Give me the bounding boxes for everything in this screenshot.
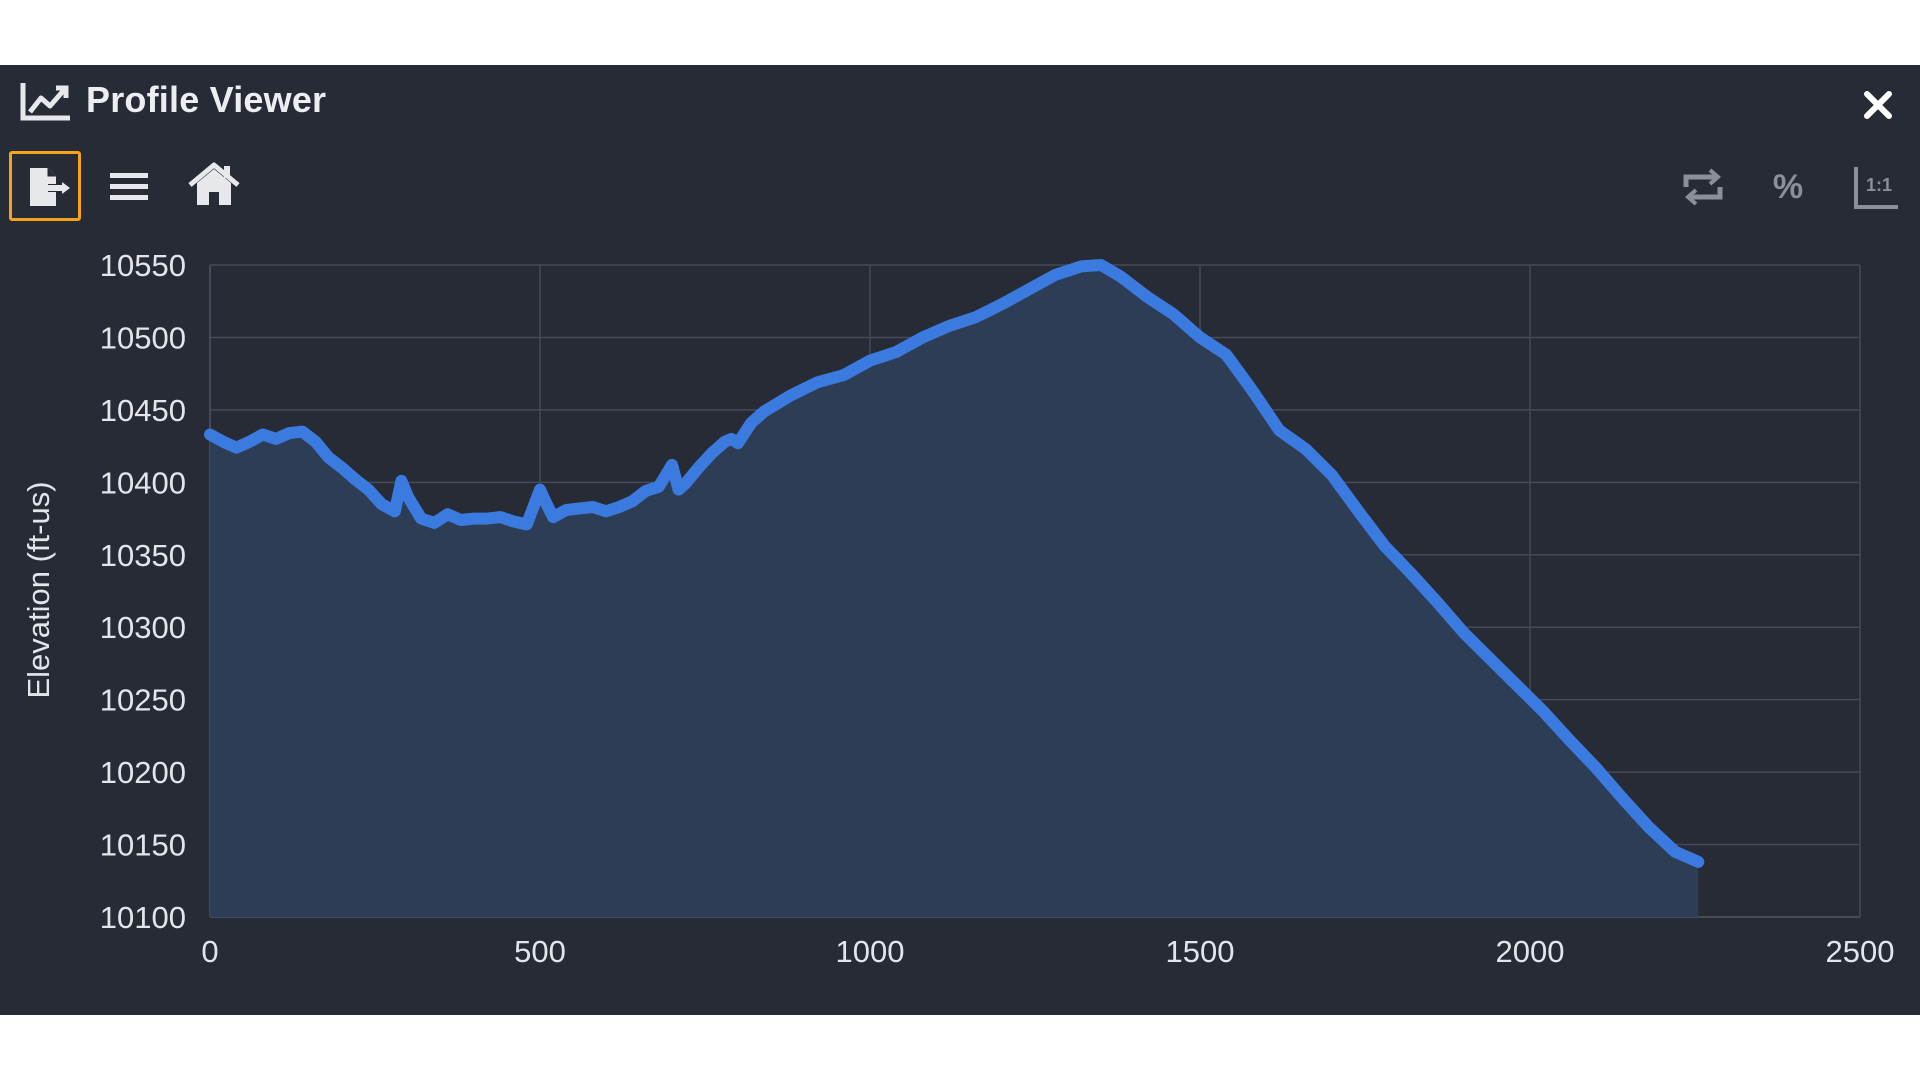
x-tick-label: 1500 — [1166, 934, 1235, 969]
y-tick-label: 10400 — [100, 465, 186, 500]
x-tick-label: 500 — [514, 934, 566, 969]
y-tick-labels: 10100 10150 10200 10250 10300 10350 10400 10450… — [100, 248, 186, 935]
swap-axes-icon[interactable] — [1678, 165, 1728, 209]
y-tick-label: 10200 — [100, 755, 186, 790]
line-layer — [204, 259, 1705, 868]
y-tick-label: 10550 — [100, 248, 186, 283]
aspect-ratio-icon[interactable]: 1:1 — [1852, 163, 1900, 211]
export-button[interactable] — [9, 151, 81, 221]
close-icon[interactable] — [1858, 85, 1898, 125]
x-tick-labels: 0 500 1000 1500 2000 2500 — [201, 934, 1894, 969]
y-tick-label: 10150 — [100, 828, 186, 863]
x-tick-label: 2000 — [1496, 934, 1565, 969]
y-tick-label: 10350 — [100, 538, 186, 573]
x-tick-label: 2500 — [1826, 934, 1895, 969]
elevation-line[interactable] — [204, 259, 1705, 868]
percent-icon[interactable]: % — [1772, 168, 1804, 206]
y-tick-label: 10100 — [100, 900, 186, 935]
y-axis-label: Elevation (ft-us) — [21, 481, 56, 698]
x-tick-label: 1000 — [836, 934, 905, 969]
y-tick-label: 10450 — [100, 393, 186, 428]
file-export-icon — [30, 168, 70, 206]
aspect-ratio-label: 1:1 — [1866, 175, 1892, 195]
elevation-area — [210, 265, 1699, 917]
y-tick-label: 10250 — [100, 683, 186, 718]
profile-viewer-panel: Profile Viewer % 1:1 1 — [0, 65, 1920, 1015]
hamburger-menu-icon[interactable] — [104, 165, 154, 209]
window-title: Profile Viewer — [86, 79, 327, 120]
home-icon[interactable] — [188, 161, 240, 209]
y-tick-label: 10500 — [100, 320, 186, 355]
x-tick-label: 0 — [201, 934, 218, 969]
area-fill-layer — [210, 265, 1699, 917]
y-tick-label: 10300 — [100, 610, 186, 645]
elevation-profile-chart[interactable]: 10100 10150 10200 10250 10300 10350 10400 10450… — [0, 65, 1920, 1015]
title-bar: Profile Viewer — [0, 65, 1920, 135]
line-chart-icon — [20, 83, 70, 121]
